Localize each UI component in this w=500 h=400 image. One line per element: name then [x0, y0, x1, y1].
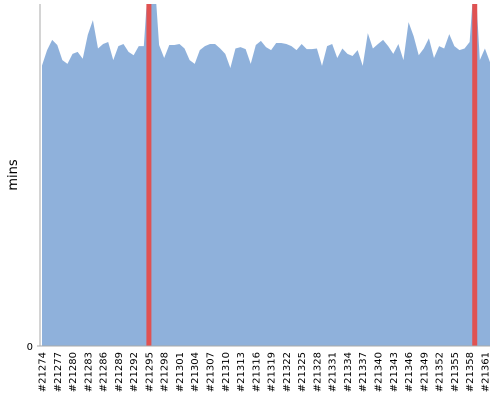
x-tick-label: #21346 [404, 352, 415, 392]
x-tick-label: #21313 [236, 352, 247, 392]
x-tick-label: #21319 [267, 352, 278, 392]
x-tick-label: #21277 [53, 352, 64, 392]
x-tick-label: #21358 [465, 352, 476, 392]
event-bar [146, 4, 152, 346]
x-tick-label: #21316 [251, 352, 262, 392]
x-tick-label: #21301 [175, 352, 186, 392]
x-tick-label: #21295 [144, 352, 155, 392]
x-tick-label: #21352 [435, 352, 446, 392]
y-tick-label: 0 [27, 342, 33, 353]
x-tick-label: #21349 [419, 352, 430, 392]
x-tick-label: #21283 [83, 352, 94, 392]
x-tick-label: #21340 [374, 352, 385, 392]
x-tick-label: #21334 [343, 352, 354, 392]
x-tick-label: #21292 [129, 352, 140, 392]
x-tick-label: #21331 [328, 352, 339, 392]
x-tick-label: #21274 [38, 352, 49, 392]
x-tick-label: #21286 [99, 352, 110, 392]
area [42, 4, 490, 346]
x-tick-label: #21328 [312, 352, 323, 392]
event-bar [472, 4, 478, 346]
x-tick-label: #21337 [358, 352, 369, 392]
x-tick-label: #21361 [480, 352, 491, 392]
x-tick-label: #21298 [160, 352, 171, 392]
plot-area [42, 4, 490, 346]
x-tick-label: #21310 [221, 352, 232, 392]
x-tick-label: #21322 [282, 352, 293, 392]
y-axis-label: mins [6, 159, 21, 191]
x-tick-label: #21325 [297, 352, 308, 392]
x-tick-label: #21307 [206, 352, 217, 392]
x-tick-label: #21280 [68, 352, 79, 392]
x-tick-label: #21304 [190, 352, 201, 392]
x-tick-label: #21289 [114, 352, 125, 392]
x-tick-label: #21355 [450, 352, 461, 392]
x-tick-label: #21343 [389, 352, 400, 392]
